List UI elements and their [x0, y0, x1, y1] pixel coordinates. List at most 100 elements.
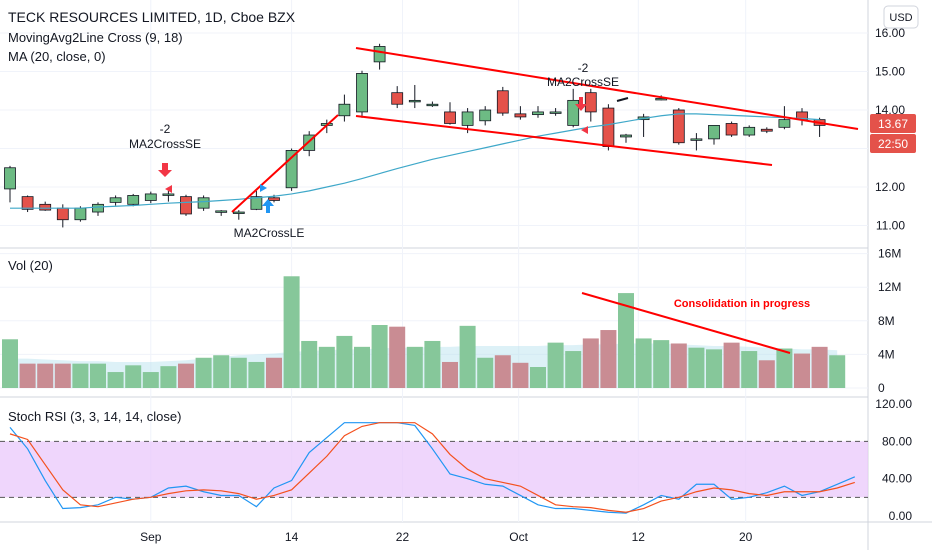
candle-body [567, 99, 580, 126]
volume-bar [670, 343, 687, 388]
volume-bar [424, 340, 441, 388]
candle-body [408, 99, 421, 103]
signal-markers [158, 97, 629, 213]
candle-body [760, 128, 773, 132]
volume-bars [2, 276, 846, 388]
volume-bar [301, 340, 318, 388]
volume-bar [635, 338, 652, 388]
volume-bar [178, 363, 194, 388]
candle-body [479, 109, 492, 122]
price-tick-label: 12.00 [875, 180, 905, 194]
volume-tick-label: 12M [878, 280, 901, 294]
volume-bar [90, 363, 106, 388]
candle-body [250, 196, 263, 210]
axes: 16.0015.0014.0013.0012.0011.0016M12M8M4M… [140, 26, 912, 544]
currency-button[interactable]: USD [883, 5, 919, 29]
channel-upper-line [355, 47, 859, 130]
currency-label: USD [889, 12, 912, 24]
volume-bar [442, 361, 458, 388]
volume-bar [213, 355, 230, 388]
volume-bar [459, 325, 476, 388]
volume-bar [354, 346, 370, 388]
countdown-badge: 22:50 [878, 137, 908, 151]
stoch-d-line [9, 422, 855, 513]
candle-body [725, 123, 738, 136]
cross-se-2-label: MA2CrossSE [547, 75, 619, 89]
dash-marker [616, 97, 629, 102]
candle-body [620, 134, 632, 138]
volume-tick-label: 0 [878, 381, 885, 395]
volume-bar [653, 340, 670, 388]
candle-body [532, 111, 544, 116]
volume-bar [54, 363, 71, 388]
volume-bar [776, 348, 793, 388]
volume-bar [142, 372, 159, 388]
indicator-lines [9, 113, 856, 514]
candle-body [708, 125, 720, 140]
volume-bar [741, 351, 758, 388]
candle-body [127, 195, 140, 205]
breakout-trendline [231, 114, 339, 213]
volume-bar [706, 349, 722, 388]
candle-body [285, 150, 298, 189]
time-tick-label: 14 [285, 530, 299, 544]
volume-trendline [581, 292, 791, 354]
annotations: -2 MA2CrossSE MA2CrossLE -2 MA2CrossSE C… [129, 61, 810, 310]
indicator-macross: MovingAvg2Line Cross (9, 18) [8, 30, 183, 45]
volume-bar [618, 293, 634, 388]
candle-body [391, 92, 404, 105]
candle-body [21, 196, 34, 210]
time-tick-label: 22 [396, 530, 410, 544]
candle-body [514, 113, 527, 118]
volume-bar [107, 372, 124, 388]
last-price-badge: 13.67 [878, 117, 908, 131]
time-tick-label: Oct [509, 530, 528, 544]
chart-title: TECK RESOURCES LIMITED, 1D, Cboe BZX [8, 9, 296, 25]
volume-bar [600, 330, 617, 388]
candle-body [74, 207, 87, 221]
volume-bar [477, 357, 494, 388]
cross-se-1-label: MA2CrossSE [129, 137, 201, 151]
volume-bar [125, 365, 142, 388]
price-tick-label: 11.00 [876, 219, 905, 233]
volume-bar [723, 342, 740, 388]
stoch-tick-label: 0.00 [889, 509, 913, 523]
volume-bar [336, 335, 353, 388]
candle-body [215, 210, 228, 213]
price-tick-label: 16.00 [875, 26, 905, 40]
candle-body [56, 207, 69, 221]
stoch-title: Stoch RSI (3, 3, 14, 14, close) [8, 409, 181, 424]
candle-body [461, 111, 474, 126]
candle-body [4, 167, 16, 190]
volume-bar [2, 339, 18, 388]
candle-body [778, 119, 791, 128]
volume-bar [283, 276, 300, 388]
candle-body [356, 73, 368, 113]
candle-body [444, 111, 456, 124]
candle-body [92, 203, 104, 213]
stoch-band [0, 440, 868, 498]
stoch-overbought-band [0, 441, 868, 498]
channel-lower-line [355, 115, 773, 166]
volume-bar [811, 346, 828, 388]
volume-bar [160, 366, 177, 388]
legend: TECK RESOURCES LIMITED, 1D, Cboe BZX Mov… [8, 9, 296, 424]
time-tick-label: 20 [739, 530, 753, 544]
stoch-tick-label: 80.00 [882, 434, 912, 448]
time-tick-label: 12 [632, 530, 646, 544]
volume-bar [19, 363, 36, 388]
indicator-ma: MA (20, close, 0) [8, 49, 106, 64]
candle-body [743, 126, 756, 136]
candle-body [39, 203, 52, 211]
volume-tick-label: 8M [878, 314, 895, 328]
volume-bar [794, 353, 810, 388]
volume-bar [565, 351, 582, 388]
sell-arrow-icon [158, 163, 172, 177]
price-tick-label: 15.00 [875, 65, 905, 79]
candle-body [373, 46, 386, 63]
cross-le-label: MA2CrossLE [234, 226, 305, 240]
volume-bar [37, 363, 54, 388]
volume-bar [72, 363, 89, 388]
cross-se-2-num: -2 [578, 61, 589, 75]
